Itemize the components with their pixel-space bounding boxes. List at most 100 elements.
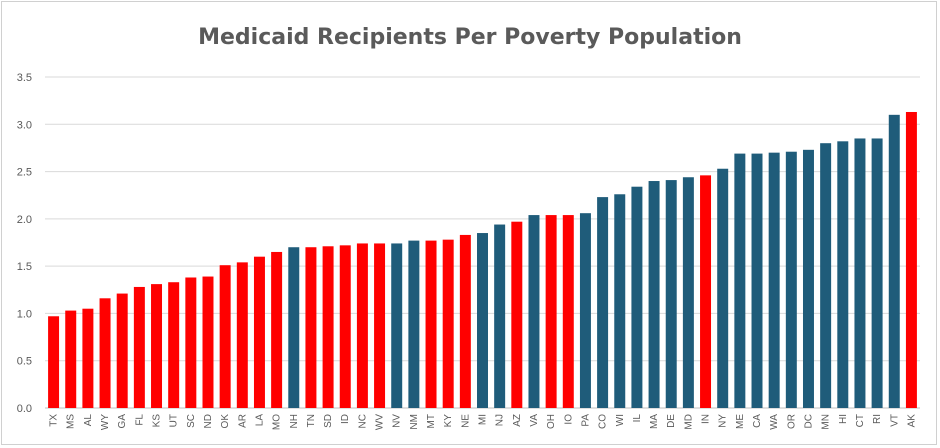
x-tick-label-ut: UT	[169, 414, 180, 427]
bar-nd	[202, 276, 214, 408]
bar-ne	[459, 234, 471, 408]
x-tick-label-tx: TX	[49, 414, 60, 427]
bar-nm	[408, 240, 420, 408]
bar-wy	[99, 298, 111, 408]
x-tick-label-ri: RI	[872, 414, 883, 424]
x-tick-label-ny: NY	[718, 414, 729, 428]
bar-vt	[888, 114, 900, 408]
bar-hi	[837, 141, 849, 408]
bar-co	[597, 197, 609, 408]
x-tick-label-ak: AK	[906, 414, 917, 428]
x-tick-label-az: AZ	[512, 414, 523, 427]
x-tick-label-mi: MI	[478, 414, 489, 425]
y-tick-label: 2.0	[17, 214, 32, 226]
y-tick-label: 1.5	[17, 261, 32, 273]
bar-wv	[374, 243, 386, 408]
bar-mo	[271, 251, 283, 408]
bar-fl	[133, 286, 145, 408]
x-tick-label-pa: PA	[580, 414, 591, 427]
x-tick-label-nd: ND	[203, 414, 214, 428]
x-tick-label-nc: NC	[357, 414, 368, 428]
x-tick-label-ct: CT	[855, 414, 866, 427]
x-tick-label-wv: WV	[375, 414, 386, 430]
y-tick-label: 0.5	[17, 356, 32, 368]
x-tick-label-or: OR	[786, 414, 797, 429]
x-tick-label-nv: NV	[392, 414, 403, 428]
bar-tn	[305, 247, 317, 408]
y-tick-label: 3.5	[17, 72, 32, 84]
x-tick-label-ca: CA	[752, 414, 763, 428]
x-tick-label-wa: WA	[769, 414, 780, 430]
bar-md	[682, 177, 694, 408]
bar-ok	[219, 265, 231, 408]
bar-nv	[391, 243, 403, 408]
bar-oh	[545, 215, 557, 408]
x-tick-label-la: LA	[254, 414, 265, 427]
x-tick-label-ma: MA	[649, 414, 660, 429]
bar-va	[528, 215, 540, 408]
x-tick-label-md: MD	[683, 414, 694, 430]
x-tick-label-ar: AR	[237, 414, 248, 428]
x-tick-label-tn: TN	[306, 414, 317, 427]
bar-sc	[185, 277, 197, 408]
x-tick-label-mt: MT	[426, 414, 437, 428]
bar-dc	[802, 149, 814, 408]
x-tick-label-vt: VT	[889, 414, 900, 427]
x-tick-label-nj: NJ	[495, 414, 506, 426]
x-tick-label-io: IO	[563, 414, 574, 425]
bar-in	[700, 175, 712, 408]
bar-nh	[288, 247, 300, 408]
x-tick-label-va: VA	[529, 414, 540, 427]
bar-ak	[905, 111, 917, 409]
bar-sd	[322, 246, 334, 408]
bar-ri	[871, 138, 883, 408]
x-tick-label-ms: MS	[66, 414, 77, 429]
bar-ca	[751, 153, 763, 408]
x-tick-label-ks: KS	[152, 414, 163, 428]
y-tick-label: 2.5	[17, 167, 32, 179]
x-tick-label-sc: SC	[186, 414, 197, 428]
y-tick-label: 1.0	[17, 308, 32, 320]
x-tick-label-nm: NM	[409, 414, 420, 430]
x-tick-label-ok: OK	[220, 414, 231, 429]
x-tick-label-co: CO	[598, 414, 609, 429]
bar-il	[631, 186, 643, 408]
x-tick-label-de: DE	[666, 414, 677, 428]
bar-io	[562, 215, 574, 408]
bar-ut	[168, 282, 180, 408]
bar-layer	[48, 111, 917, 409]
x-tick-label-wy: WY	[100, 414, 111, 430]
x-tick-label-mn: MN	[821, 414, 832, 430]
x-tick-label-fl: FL	[134, 414, 145, 426]
x-tick-label-id: ID	[340, 414, 351, 424]
x-tick-label-wi: WI	[615, 414, 626, 426]
bar-wi	[614, 194, 626, 408]
x-tick-label-ga: GA	[117, 414, 128, 429]
chart-title: Medicaid Recipients Per Poverty Populati…	[198, 25, 742, 50]
bar-or	[785, 151, 797, 408]
bar-ms	[65, 310, 77, 408]
x-tick-label-dc: DC	[803, 414, 814, 428]
bar-wa	[768, 152, 780, 408]
bar-mi	[477, 233, 488, 408]
x-tick-label-me: ME	[735, 414, 746, 429]
y-axis-ticks: 0.0 0.5 1.0 1.5 2.0 2.5 3.0 3.5	[17, 72, 32, 415]
x-tick-label-al: AL	[83, 414, 94, 427]
x-tick-label-nh: NH	[289, 414, 300, 428]
bar-ar	[236, 262, 248, 408]
bar-ky	[442, 239, 454, 408]
x-tick-label-mo: MO	[272, 414, 283, 430]
bar-ma	[648, 181, 660, 408]
x-tick-label-oh: OH	[546, 414, 557, 429]
y-tick-label: 0.0	[17, 403, 32, 415]
bar-ks	[151, 284, 163, 408]
bar-tx	[48, 316, 60, 408]
x-tick-label-ne: NE	[460, 414, 471, 428]
bar-ct	[854, 138, 866, 408]
bar-mt	[425, 240, 437, 408]
bar-ga	[116, 293, 128, 408]
x-tick-label-ky: KY	[443, 414, 454, 428]
x-tick-label-sd: SD	[323, 414, 334, 428]
